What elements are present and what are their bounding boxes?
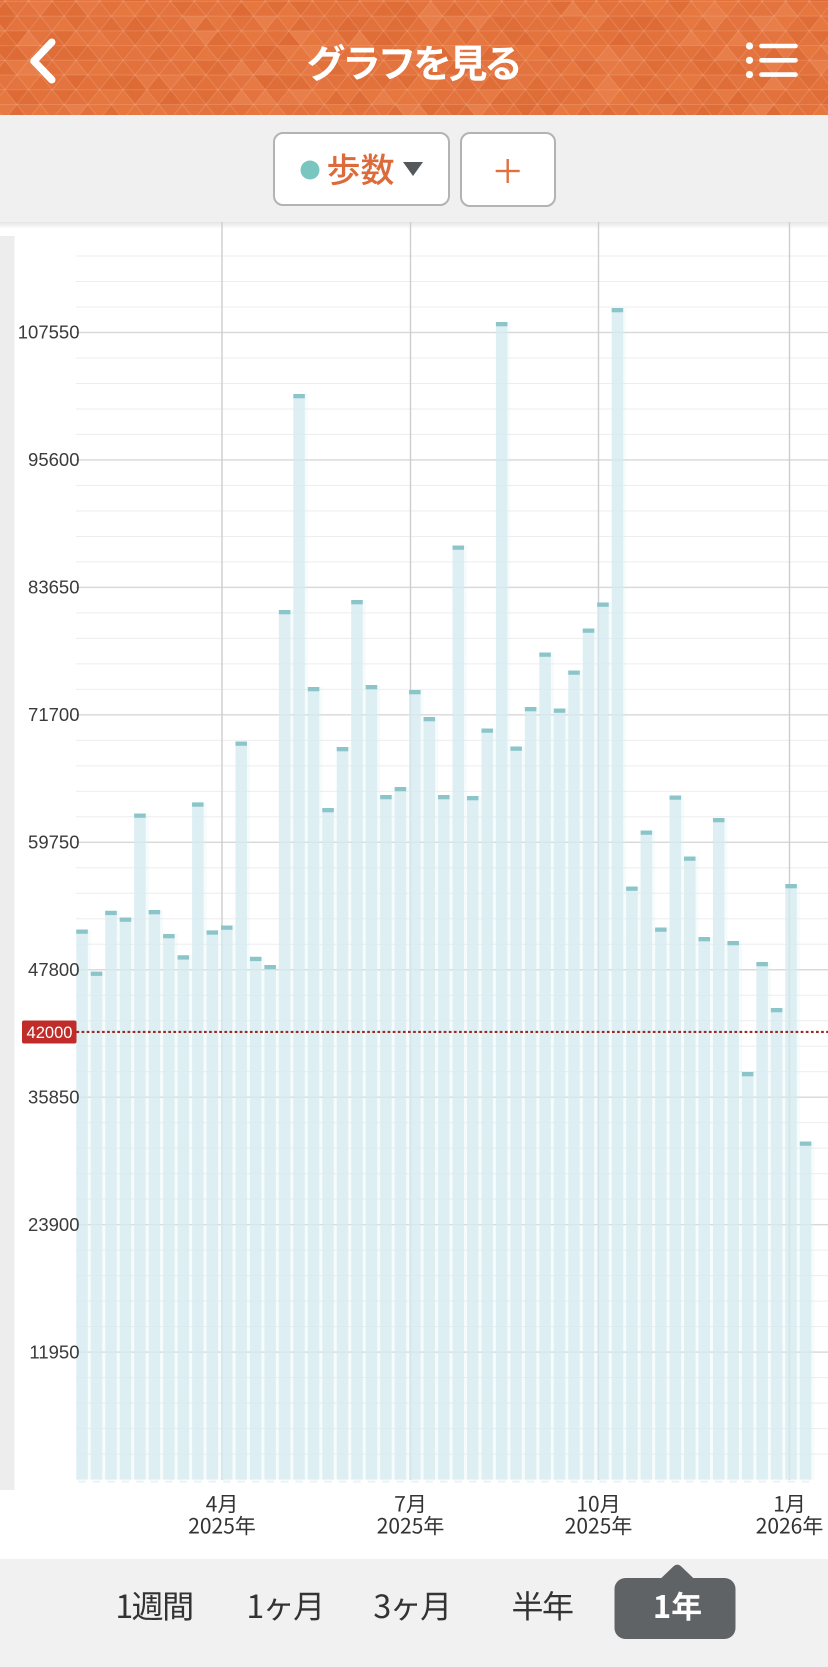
svg-text:47800: 47800 xyxy=(28,959,79,980)
svg-text:95600: 95600 xyxy=(28,449,79,470)
svg-text:83650: 83650 xyxy=(28,577,79,598)
svg-text:35850: 35850 xyxy=(28,1086,79,1107)
svg-text:11950: 11950 xyxy=(29,1341,79,1362)
svg-text:42000: 42000 xyxy=(27,1024,73,1042)
svg-text:71700: 71700 xyxy=(28,704,79,725)
svg-text:23900: 23900 xyxy=(28,1214,79,1235)
svg-text:59750: 59750 xyxy=(28,832,79,853)
svg-text:107550: 107550 xyxy=(18,322,80,343)
